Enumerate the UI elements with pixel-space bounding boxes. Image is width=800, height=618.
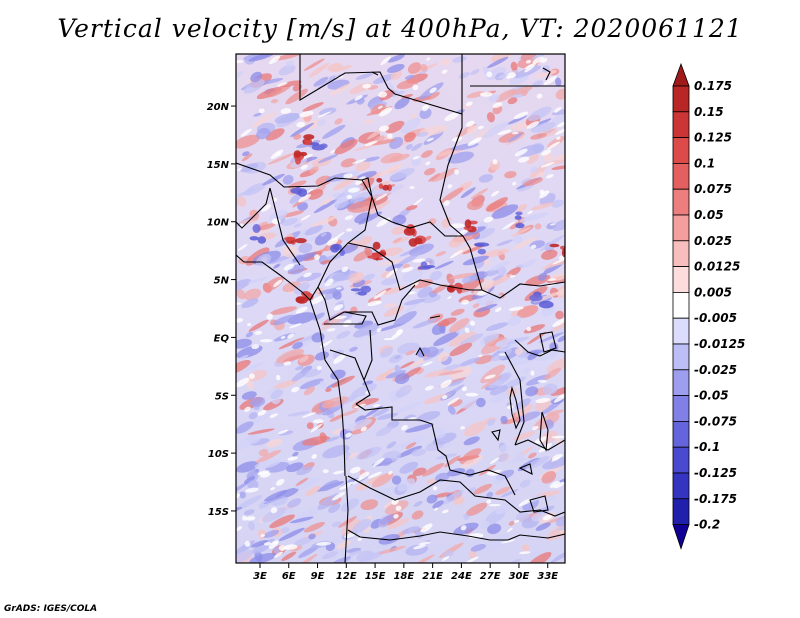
colorbar-label: -0.005 <box>694 311 737 325</box>
colorbar-label: 0.05 <box>694 208 724 222</box>
lat-tick-label: 15N <box>207 160 230 171</box>
colorbar-segment <box>672 111 690 139</box>
lon-tick-label: 30E <box>509 571 530 582</box>
colorbar-label: 0.075 <box>694 182 732 196</box>
lon-tick-label: 33E <box>537 571 558 582</box>
colorbar-label: 0.025 <box>694 234 732 248</box>
country-borders <box>236 54 565 563</box>
colorbar-segment <box>672 395 690 422</box>
lat-tick-label: EQ <box>214 333 230 344</box>
grads-credit: GrADS: IGES/COLA <box>4 604 98 614</box>
colorbar-segment <box>672 446 690 474</box>
colorbar-segment <box>672 369 690 396</box>
lon-tick-label: 24E <box>451 571 472 582</box>
colorbar-label: -0.175 <box>694 492 737 506</box>
lon-tick-label: 9E <box>311 571 325 582</box>
colorbar-label: -0.0125 <box>694 337 745 351</box>
colorbar-segment <box>672 291 690 319</box>
colorbar-label: -0.025 <box>694 363 737 377</box>
colorbar-label: -0.125 <box>694 466 737 480</box>
lat-tick-label: 10N <box>207 218 230 229</box>
colorbar-segment <box>672 472 690 500</box>
colorbar-label: -0.2 <box>694 518 720 532</box>
colorbar-segment <box>672 214 690 242</box>
lon-tick-label: 18E <box>393 571 414 582</box>
lon-tick-label: 27E <box>480 571 501 582</box>
colorbar-label: 0.005 <box>694 285 732 299</box>
colorbar-segment <box>672 240 690 268</box>
colorbar-segment <box>672 162 690 190</box>
colorbar-label: 0.0125 <box>694 260 740 274</box>
lon-tick-label: 3E <box>253 571 267 582</box>
colorbar-segment <box>672 85 690 113</box>
lat-tick-label: 5N <box>214 276 230 287</box>
lon-tick-label: 12E <box>336 571 357 582</box>
colorbar-label: 0.125 <box>694 131 732 145</box>
colorbar-label: 0.175 <box>694 79 732 93</box>
longitude-axis: 3E 6E 9E 12E 15E 18E 21E 24E 27E 30E 33E <box>253 563 558 582</box>
colorbar-segment <box>672 137 690 164</box>
colorbar: 0.175 0.15 0.125 0.1 0.075 0.05 0.025 0.0125 0.0… <box>672 62 745 550</box>
colorbar-bottom-arrow <box>672 524 690 550</box>
colorbar-label: 0.15 <box>694 105 724 119</box>
map-title: Vertical velocity [m/s] at 400hPa, VT: 2… <box>57 14 743 43</box>
lat-tick-label: 5S <box>215 391 229 402</box>
lat-tick-label: 10S <box>208 449 229 460</box>
lon-tick-label: 6E <box>282 571 296 582</box>
colorbar-segment <box>672 498 690 525</box>
colorbar-segment <box>672 343 690 371</box>
colorbar-label: 0.1 <box>694 156 715 170</box>
lat-tick-label: 20N <box>207 102 230 113</box>
colorbar-label: -0.05 <box>694 389 729 403</box>
lon-tick-label: 15E <box>365 571 386 582</box>
colorbar-segment <box>672 188 690 216</box>
lon-tick-label: 21E <box>422 571 443 582</box>
colorbar-top-arrow <box>672 62 690 87</box>
colorbar-label: -0.075 <box>694 414 737 428</box>
colorbar-segment <box>672 317 690 345</box>
lat-tick-label: 15S <box>208 507 229 518</box>
latitude-axis: 20N 15N 10N 5N EQ 5S 10S 15S <box>207 102 236 518</box>
colorbar-segment <box>672 420 690 448</box>
velocity-field <box>236 54 565 563</box>
colorbar-segment <box>672 266 690 293</box>
colorbar-label: -0.1 <box>694 440 720 454</box>
map-frame <box>235 53 566 564</box>
